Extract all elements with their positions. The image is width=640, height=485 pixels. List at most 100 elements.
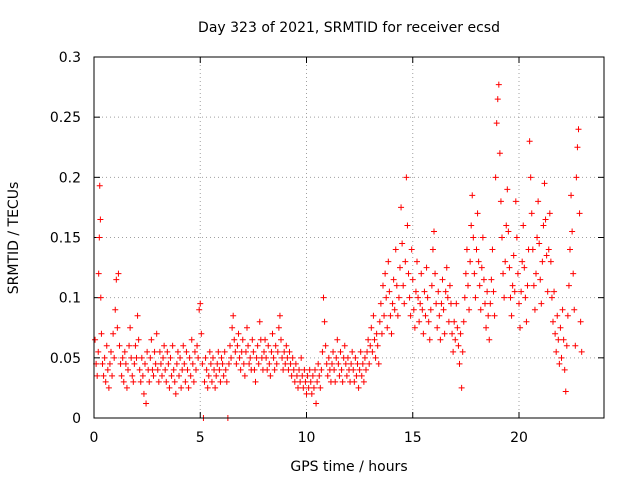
data-point: [133, 354, 140, 361]
data-point: [160, 354, 167, 361]
data-point: [356, 366, 363, 373]
x-tick-label: 10: [298, 430, 316, 446]
data-point: [223, 378, 230, 385]
data-point: [414, 258, 420, 265]
data-point: [318, 366, 325, 373]
data-point: [383, 294, 390, 301]
data-point: [222, 366, 229, 373]
data-point: [357, 348, 364, 355]
data-point: [343, 372, 350, 379]
data-point: [262, 336, 269, 343]
data-point: [520, 222, 527, 229]
data-point: [479, 234, 486, 241]
data-point: [358, 372, 365, 379]
data-point: [120, 378, 127, 385]
data-point: [564, 312, 571, 319]
data-point: [490, 288, 497, 295]
data-point: [463, 246, 470, 253]
data-point: [180, 342, 187, 349]
data-point: [431, 228, 437, 235]
data-point: [290, 366, 297, 373]
data-point: [216, 366, 223, 373]
data-point: [521, 264, 528, 271]
data-point: [334, 336, 341, 343]
data-point: [242, 348, 249, 355]
data-point: [191, 348, 198, 355]
data-point: [337, 348, 344, 355]
data-point: [310, 384, 317, 391]
data-point: [485, 312, 492, 319]
data-point: [105, 384, 112, 391]
data-point: [360, 378, 367, 385]
data-point: [272, 342, 279, 349]
data-point: [399, 240, 406, 247]
data-point: [236, 354, 243, 361]
data-point: [111, 354, 118, 361]
data-point: [487, 300, 494, 307]
data-point: [364, 348, 371, 355]
data-point: [398, 204, 405, 211]
data-point: [454, 324, 461, 331]
data-point: [402, 258, 409, 265]
data-point: [491, 312, 498, 319]
data-point: [164, 348, 171, 355]
data-point: [448, 300, 454, 307]
data-point: [115, 270, 122, 277]
data-point: [274, 348, 281, 355]
data-point: [465, 282, 471, 289]
data-point: [312, 366, 318, 373]
data-point: [271, 366, 278, 373]
data-point: [113, 276, 120, 283]
data-point: [526, 138, 533, 145]
data-point: [179, 366, 186, 373]
data-point: [507, 294, 514, 301]
data-point: [363, 366, 369, 373]
data-point: [281, 348, 288, 355]
data-point: [148, 336, 155, 343]
data-point: [371, 336, 378, 343]
data-point: [159, 372, 165, 379]
data-point: [162, 366, 169, 373]
data-point: [435, 288, 442, 295]
data-point: [130, 378, 137, 385]
data-point: [172, 390, 179, 397]
data-point: [368, 324, 375, 331]
data-point: [261, 348, 267, 355]
data-point: [280, 366, 287, 373]
data-point: [458, 384, 465, 391]
data-point: [322, 342, 329, 349]
data-point: [576, 210, 583, 217]
data-point: [453, 300, 460, 307]
data-point: [270, 354, 277, 361]
data-point: [577, 318, 584, 325]
data-point: [306, 366, 313, 373]
data-point: [551, 288, 558, 295]
data-point: [247, 354, 254, 361]
data-point: [131, 360, 138, 367]
data-point: [378, 330, 385, 337]
data-point: [539, 258, 546, 265]
x-axis-label: GPS time / hours: [290, 459, 407, 475]
data-point: [473, 246, 480, 253]
data-point: [429, 246, 436, 253]
data-point: [493, 120, 500, 127]
data-point: [217, 378, 224, 385]
data-point: [106, 360, 113, 367]
data-point: [344, 354, 351, 361]
data-point: [408, 246, 415, 253]
data-point: [401, 300, 408, 307]
data-point: [389, 300, 396, 307]
data-point: [377, 300, 384, 307]
data-point: [302, 378, 309, 385]
data-point: [530, 282, 537, 289]
data-point: [203, 366, 210, 373]
x-tick-label: 5: [196, 430, 205, 446]
data-point: [427, 306, 434, 313]
data-point: [215, 348, 222, 355]
data-point: [146, 378, 153, 385]
data-point: [552, 330, 559, 337]
data-point: [186, 354, 193, 361]
data-point: [199, 360, 206, 367]
data-point: [167, 354, 174, 361]
